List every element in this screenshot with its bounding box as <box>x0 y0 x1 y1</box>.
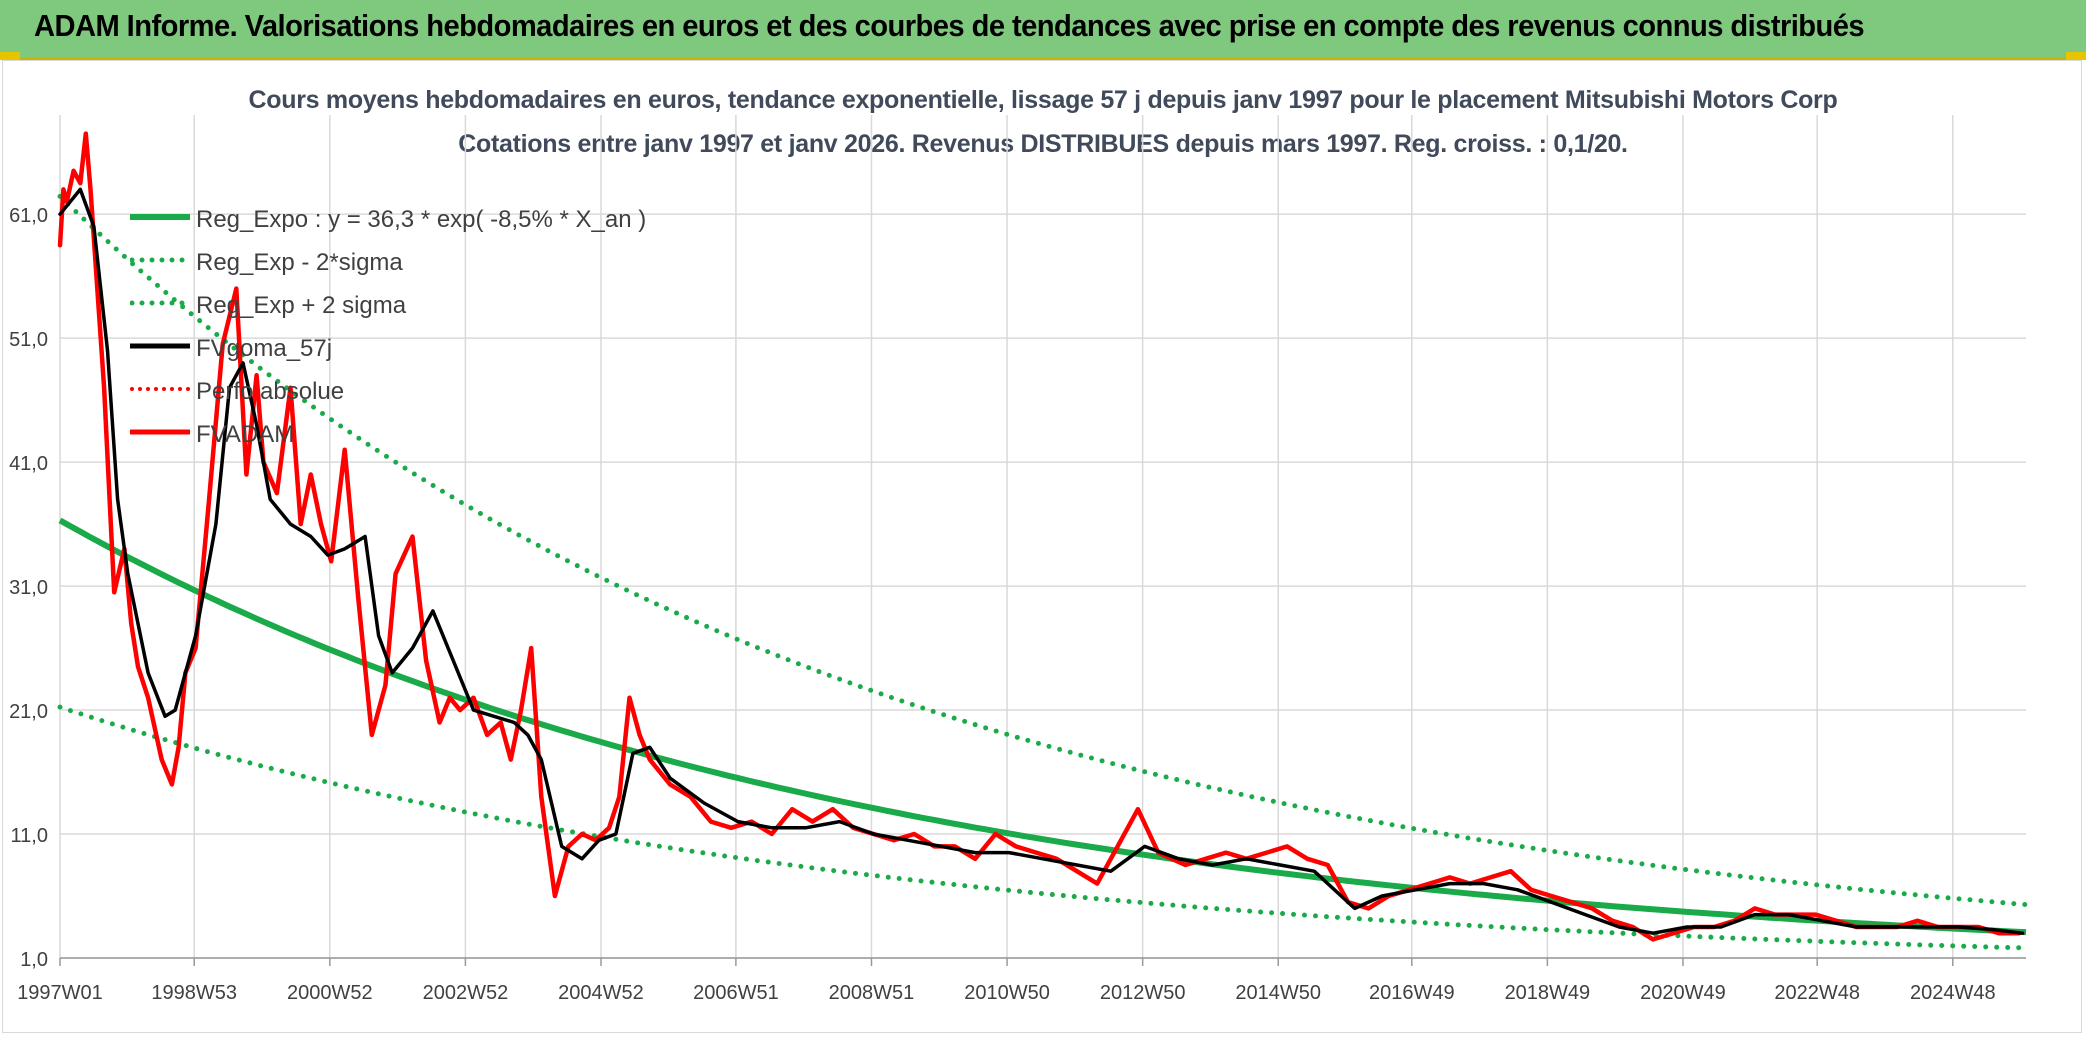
x-tick-label: 2014W50 <box>1235 982 1321 1004</box>
x-tick-label: 2008W51 <box>829 982 915 1004</box>
chart-title-line2: Cotations entre janv 1997 et janv 2026. … <box>458 130 1628 158</box>
legend-swatch-perfo-absolue <box>130 387 190 391</box>
legend-swatch-fvgoma <box>130 343 190 349</box>
x-tick-label: 2004W52 <box>558 982 644 1004</box>
chart-frame <box>2 60 2082 1033</box>
axes: 1,0 11,0 21,0 31,0 41,0 51,0 61,0 1997W01 1998W5… <box>9 205 2026 1004</box>
y-tick-label: 31,0 <box>9 577 48 599</box>
banner-corner-mark-left <box>0 52 20 60</box>
x-tick-label: 2018W49 <box>1505 982 1591 1004</box>
y-tick-label: 51,0 <box>9 329 48 351</box>
legend-label-reg-exp-plus: Reg_Exp + 2 sigma <box>196 292 407 319</box>
x-tick-label: 2006W51 <box>693 982 779 1004</box>
y-tick-label: 41,0 <box>9 453 48 475</box>
x-tick-label: 2022W48 <box>1774 982 1860 1004</box>
report-banner: ADAM Informe. Valorisations hebdomadaire… <box>0 0 2086 60</box>
series-reg-exp-minus-2sigma <box>57 704 2029 951</box>
legend-swatch-fvadam <box>130 429 190 435</box>
y-tick-label: 21,0 <box>9 701 48 723</box>
x-tick-label: 2024W48 <box>1910 982 1996 1004</box>
legend-label-reg-exp-minus: Reg_Exp - 2*sigma <box>196 249 403 276</box>
x-tick-label: 1998W53 <box>151 982 237 1004</box>
x-tick-label: 2002W52 <box>423 982 509 1004</box>
banner-corner-mark-right <box>2066 52 2086 60</box>
y-tick-label: 1,0 <box>20 949 48 971</box>
data-series <box>57 131 2029 951</box>
chart-title-line1: Cours moyens hebdomadaires en euros, ten… <box>248 86 1838 114</box>
legend-swatch-reg-exp-minus <box>130 257 190 263</box>
legend-swatch-reg-exp-plus <box>130 300 190 306</box>
legend-label-fvadam: FVADAM <box>196 421 295 448</box>
x-tick-label: 2012W50 <box>1100 982 1186 1004</box>
y-tick-label: 61,0 <box>9 205 48 227</box>
legend-label-fvgoma: FVgoma_57j <box>196 335 333 362</box>
x-tick-label: 2000W52 <box>287 982 373 1004</box>
legend-label-reg-expo: Reg_Expo : y = 36,3 * exp( -8,5% * X_an … <box>196 206 647 233</box>
series-reg-exp-plus-2sigma <box>57 193 2029 908</box>
report-title: ADAM Informe. Valorisations hebdomadaire… <box>34 8 1865 43</box>
legend-swatch-reg-expo <box>130 214 190 220</box>
y-tick-label: 11,0 <box>11 825 48 847</box>
grid-lines <box>59 115 2026 959</box>
x-tick-label: 2020W49 <box>1640 982 1726 1004</box>
series-fvgoma-57j <box>58 187 2025 935</box>
x-tick-label: 2010W50 <box>964 982 1050 1004</box>
x-tick-label: 1997W01 <box>17 982 103 1004</box>
series-fvadam <box>57 131 2022 942</box>
x-tick-label: 2016W49 <box>1369 982 1455 1004</box>
legend-label-perfo-absolue: Perfo absolue <box>196 378 345 405</box>
